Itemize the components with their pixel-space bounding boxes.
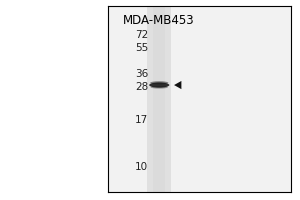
Text: 10: 10	[135, 162, 148, 172]
Text: 55: 55	[135, 43, 148, 53]
Ellipse shape	[150, 81, 168, 84]
Text: 36: 36	[135, 69, 148, 79]
Ellipse shape	[151, 86, 168, 89]
Bar	[153, 6, 165, 192]
Bar	[147, 6, 171, 192]
Text: 72: 72	[135, 30, 148, 40]
Polygon shape	[174, 81, 182, 89]
Text: 28: 28	[135, 82, 148, 92]
Text: MDA-MB453: MDA-MB453	[123, 14, 194, 27]
Ellipse shape	[149, 82, 169, 88]
Text: 17: 17	[135, 115, 148, 125]
